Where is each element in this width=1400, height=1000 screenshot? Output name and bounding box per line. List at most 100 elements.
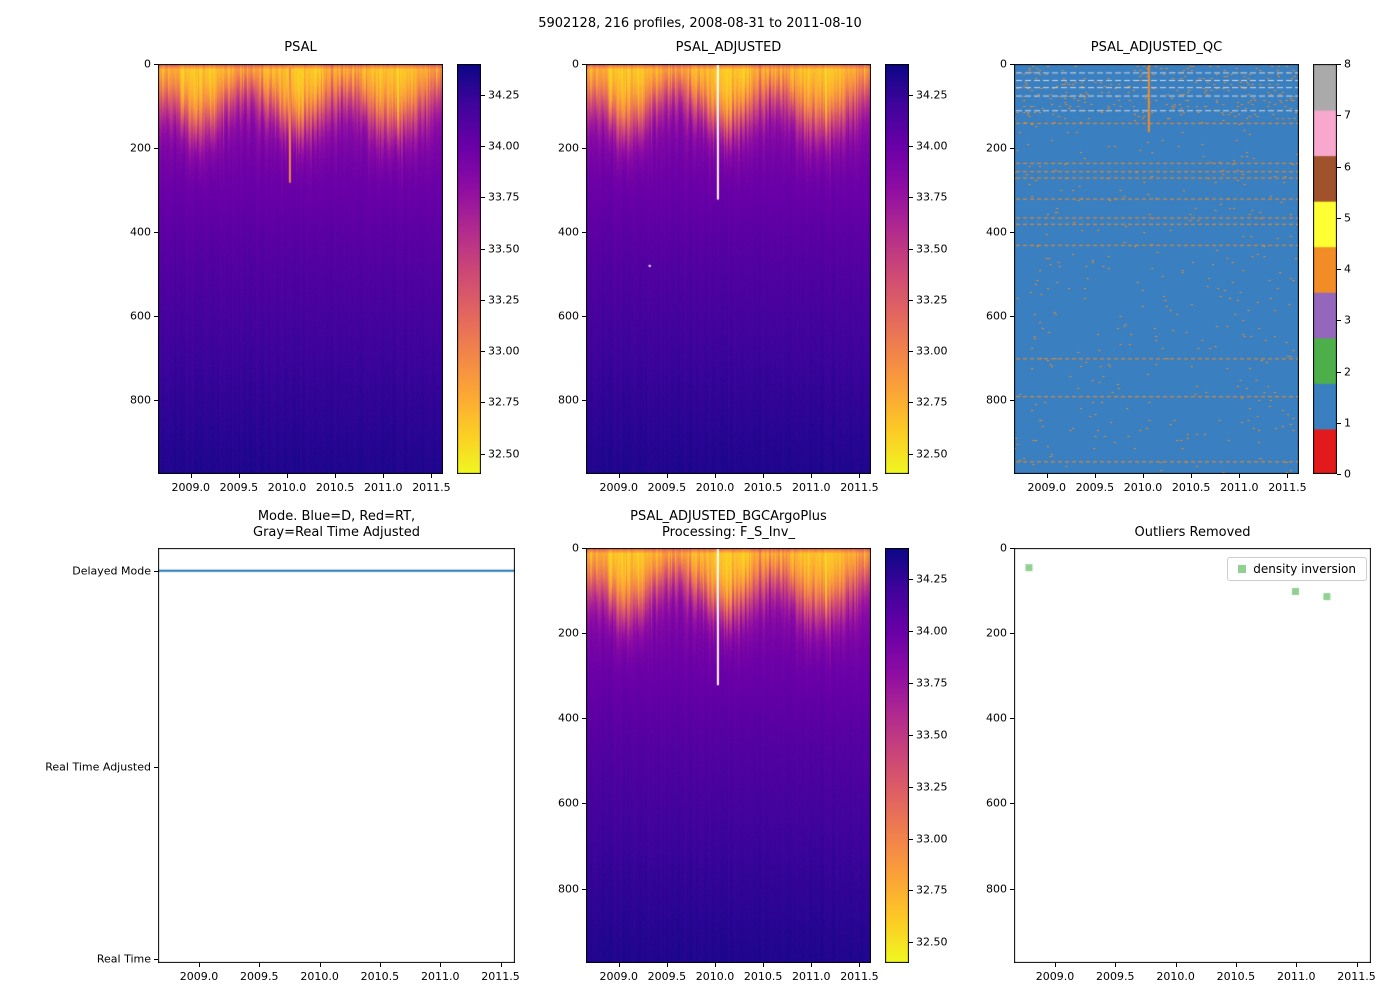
tick-mark — [582, 888, 586, 890]
tick-mark — [582, 548, 586, 549]
tick-mark — [1287, 474, 1289, 478]
outliers-scatter-canvas — [1014, 548, 1371, 963]
y-tick-label: 800 — [986, 882, 1007, 895]
x-tick-label: 2010.5 — [315, 481, 355, 494]
tick-mark — [763, 963, 765, 967]
colorbar-tick-label: 34.25 — [916, 88, 948, 102]
panel-title-psal-adjusted-qc: PSAL_ADJUSTED_QC — [1090, 40, 1223, 55]
tick-mark — [1010, 633, 1014, 635]
figure-title: 5902128, 216 profiles, 2008-08-31 to 201… — [538, 16, 862, 31]
x-tick-label: 2010.5 — [743, 481, 783, 494]
tick-mark — [154, 400, 158, 402]
tick-mark — [481, 197, 485, 199]
colorbar-tick-label: 34.00 — [916, 139, 948, 153]
tick-mark — [909, 146, 913, 147]
colorbar-tick-label: 1 — [1344, 416, 1351, 430]
colorbar-tick-label: 0 — [1344, 467, 1351, 481]
tick-mark — [909, 890, 913, 892]
tick-mark — [582, 316, 586, 318]
mode-line-chart-canvas — [158, 548, 515, 963]
tick-mark — [154, 64, 158, 65]
tick-mark — [154, 232, 158, 234]
colorbar-tick-label: 32.75 — [488, 395, 520, 409]
tick-mark — [481, 94, 485, 96]
colorbar-tick-label: 33.50 — [916, 242, 948, 255]
y-tick-label: 800 — [130, 393, 151, 407]
tick-mark — [909, 631, 913, 632]
tick-mark — [1010, 316, 1014, 318]
y-tick-label: 600 — [130, 309, 151, 323]
tick-mark — [811, 474, 813, 478]
x-tick-label: 2011.0 — [1276, 970, 1316, 983]
tick-mark — [154, 316, 158, 318]
psal-heatmap-canvas — [158, 64, 443, 474]
x-tick-label: 2009.5 — [1075, 481, 1115, 494]
tick-mark — [1010, 718, 1014, 720]
tick-mark — [1010, 232, 1014, 234]
colorbar-tick-label: 33.25 — [916, 780, 948, 794]
mode-category-label: Real Time — [96, 952, 151, 966]
colorbar-tick-label: 32.75 — [916, 883, 948, 897]
colorbar-tick-label: 2 — [1344, 365, 1351, 378]
tick-mark — [1055, 963, 1056, 967]
tick-mark — [1337, 115, 1341, 117]
x-tick-label: 2010.0 — [1123, 481, 1163, 494]
psal-adjusted-heatmap-canvas — [586, 64, 871, 474]
x-tick-label: 2010.0 — [300, 970, 339, 983]
colorbar-tick-label: 32.50 — [488, 447, 520, 460]
colorbar-tick-label: 6 — [1344, 160, 1351, 173]
panel-title-psal-adjusted: PSAL_ADJUSTED — [675, 40, 782, 55]
tick-mark — [319, 963, 321, 967]
tick-mark — [154, 958, 158, 960]
tick-mark — [199, 963, 200, 967]
tick-mark — [763, 474, 765, 478]
panel-title-mode: Mode. Blue=D, Red=RT, Gray=Real Time Adj… — [253, 509, 420, 540]
tick-mark — [909, 942, 913, 944]
colorbar-tick-label: 8 — [1344, 57, 1351, 71]
tick-mark — [618, 963, 620, 967]
colorbar-tick-label: 34.00 — [916, 624, 948, 638]
psal-adjusted-colorbar — [885, 64, 909, 474]
x-tick-label: 2009.0 — [599, 481, 638, 494]
x-tick-label: 2010.0 — [695, 970, 735, 983]
y-tick-label: 200 — [986, 626, 1007, 640]
tick-mark — [1143, 474, 1145, 478]
tick-mark — [909, 682, 913, 684]
tick-mark — [909, 453, 913, 455]
tick-mark — [481, 248, 485, 250]
tick-mark — [383, 474, 385, 478]
x-tick-label: 2011.5 — [412, 481, 451, 494]
y-tick-label: 400 — [986, 711, 1007, 725]
tick-mark — [238, 474, 240, 478]
tick-mark — [1094, 474, 1096, 478]
tick-mark — [154, 148, 158, 150]
tick-mark — [1337, 64, 1341, 65]
colorbar-tick-label: 34.25 — [916, 572, 948, 586]
tick-mark — [909, 734, 913, 736]
colorbar-tick-label: 33.00 — [488, 344, 520, 358]
colorbar-tick-label: 33.00 — [916, 832, 948, 845]
colorbar-tick-label: 34.25 — [488, 88, 520, 102]
colorbar-tick-label: 7 — [1344, 108, 1351, 122]
qc-colorbar — [1313, 64, 1337, 474]
panel-title-bgcargoplus: PSAL_ADJUSTED_BGCArgoPlus Processing: F_… — [630, 509, 827, 540]
x-tick-label: 2009.0 — [599, 970, 638, 983]
x-tick-label: 2011.0 — [792, 481, 831, 494]
colorbar-tick-label: 32.75 — [916, 395, 948, 409]
x-tick-label: 2009.0 — [1027, 481, 1066, 494]
colorbar-tick-label: 33.25 — [916, 293, 948, 307]
tick-mark — [1337, 166, 1341, 168]
tick-mark — [859, 474, 861, 478]
tick-mark — [154, 767, 158, 769]
tick-mark — [481, 299, 485, 301]
y-tick-label: 0 — [144, 57, 151, 71]
colorbar-tick-label: 34.00 — [488, 139, 520, 153]
colorbar-tick-label: 33.25 — [488, 293, 520, 307]
mode-category-label: Delayed Mode — [72, 564, 151, 578]
colorbar-tick-label: 5 — [1344, 211, 1351, 225]
tick-mark — [1191, 474, 1193, 478]
x-tick-label: 2009.5 — [1096, 970, 1135, 983]
y-tick-label: 800 — [558, 882, 579, 895]
x-tick-label: 2011.0 — [792, 970, 831, 983]
tick-mark — [582, 803, 586, 805]
